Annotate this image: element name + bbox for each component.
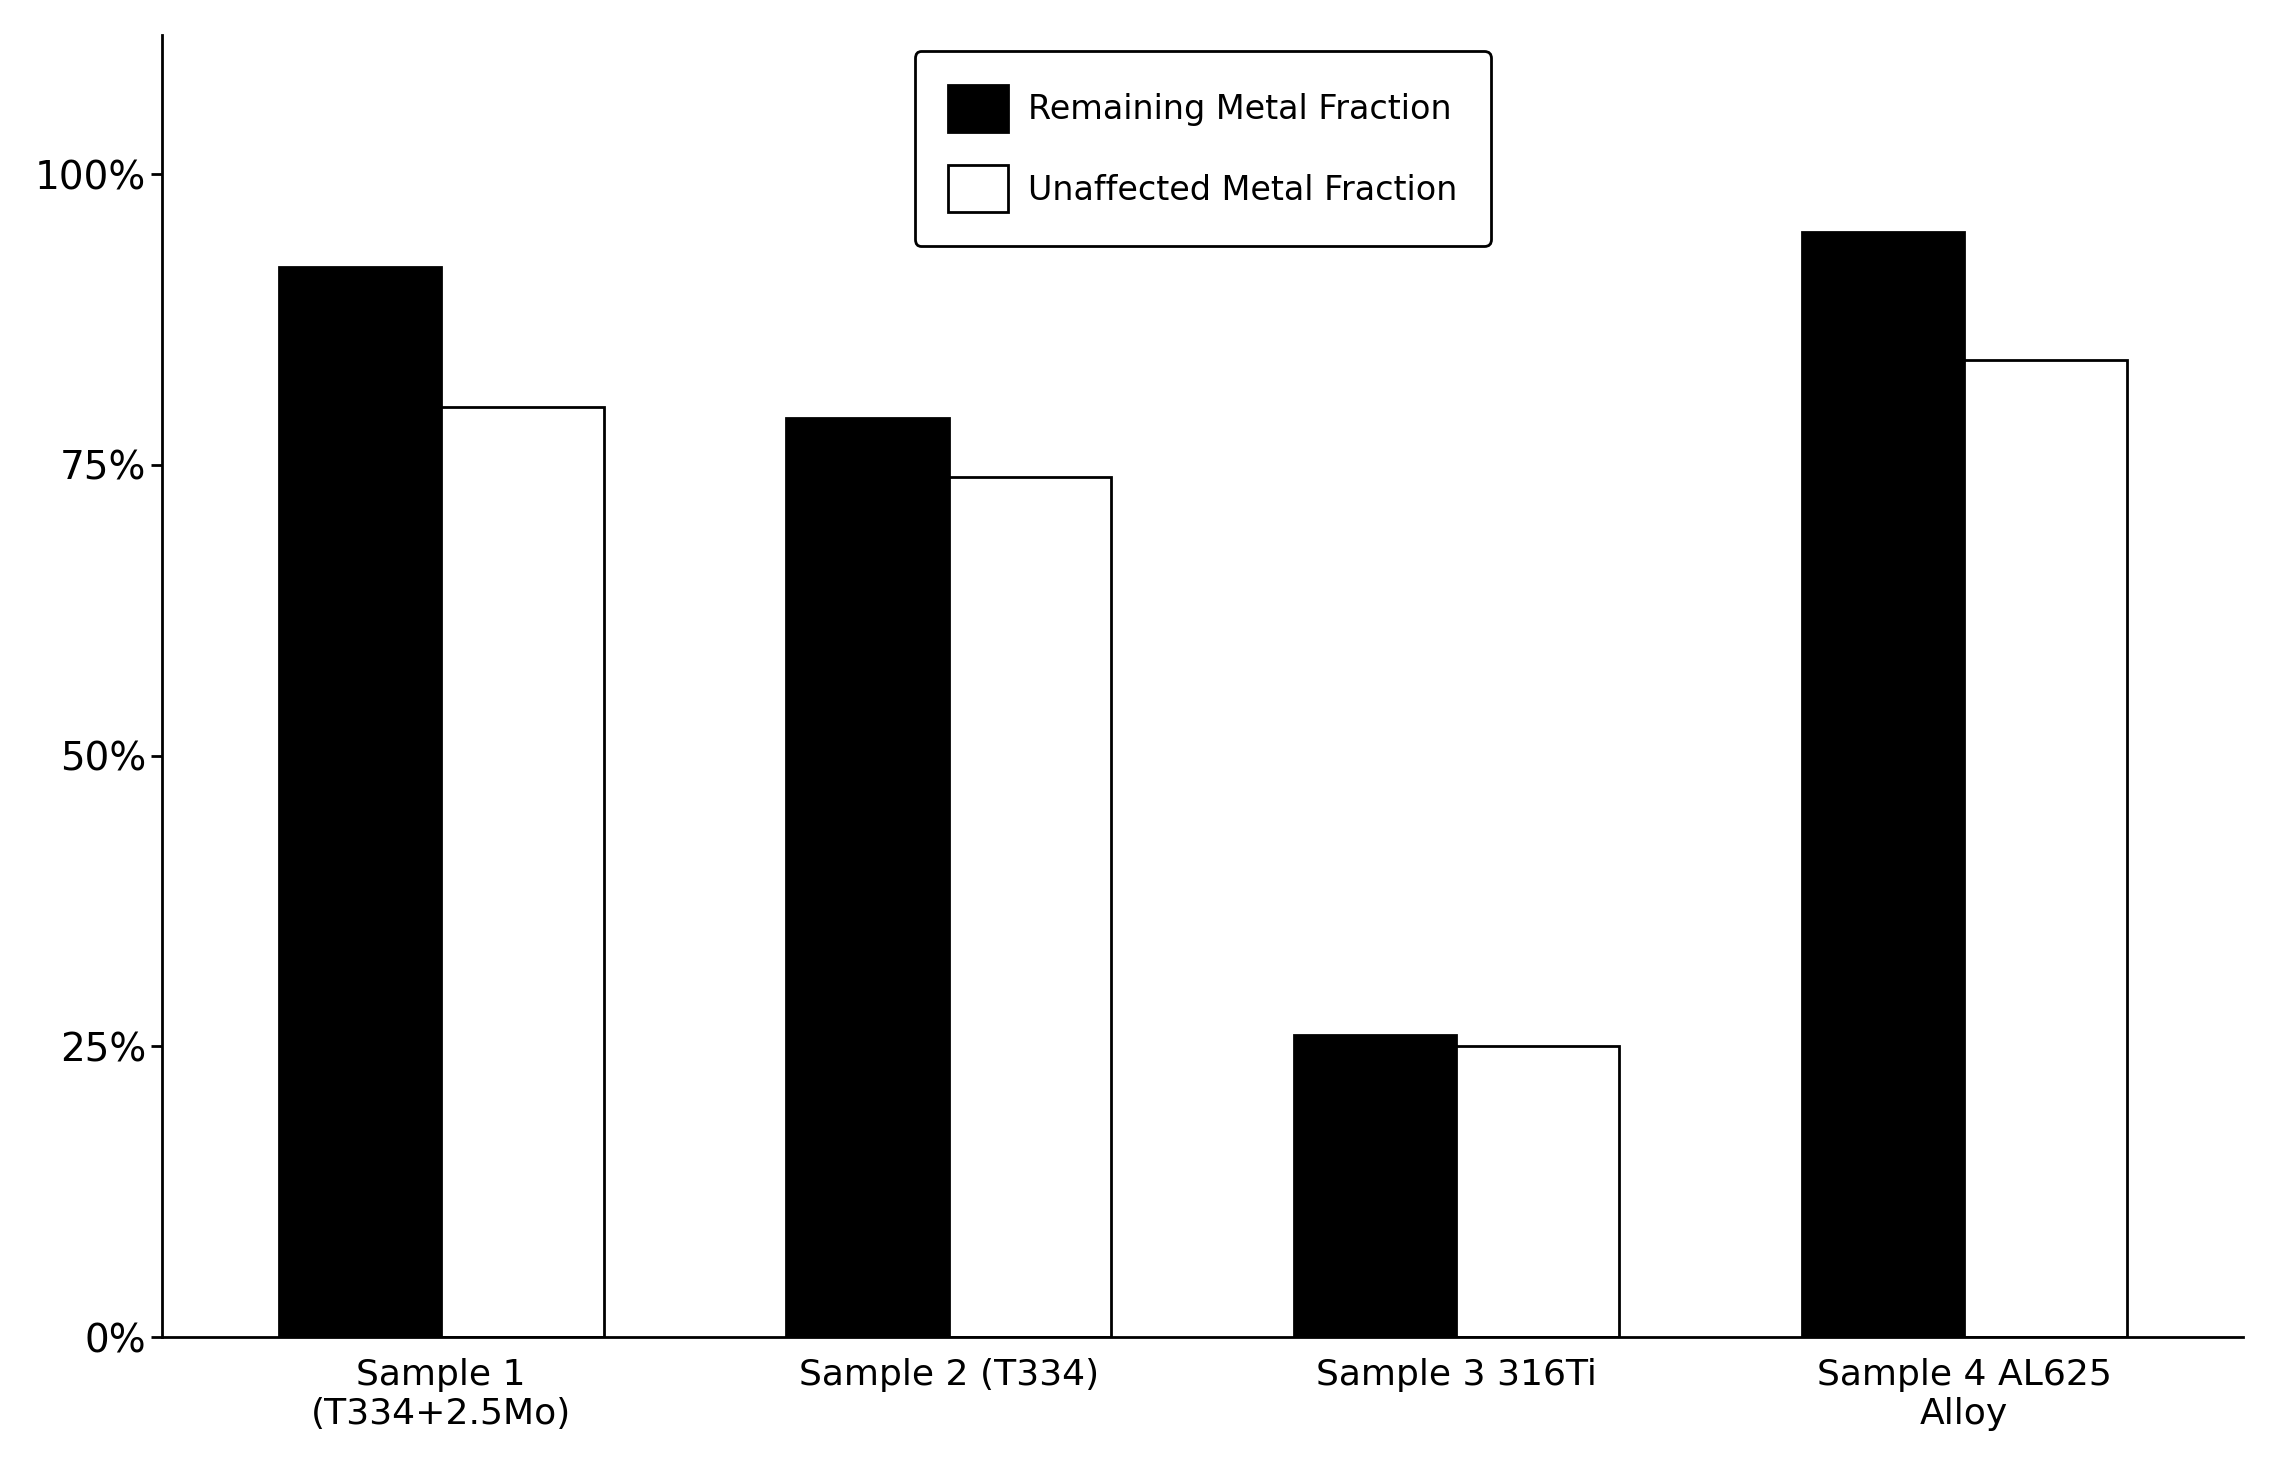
Bar xyxy=(1964,361,2128,1337)
Bar xyxy=(442,406,604,1337)
Bar xyxy=(786,418,950,1337)
Bar xyxy=(950,476,1112,1337)
Bar xyxy=(1456,1047,1620,1337)
Legend: Remaining Metal Fraction, Unaffected Metal Fraction: Remaining Metal Fraction, Unaffected Met… xyxy=(913,51,1490,246)
Bar xyxy=(1294,1035,1456,1337)
Bar xyxy=(278,267,442,1337)
Bar xyxy=(1802,233,1964,1337)
